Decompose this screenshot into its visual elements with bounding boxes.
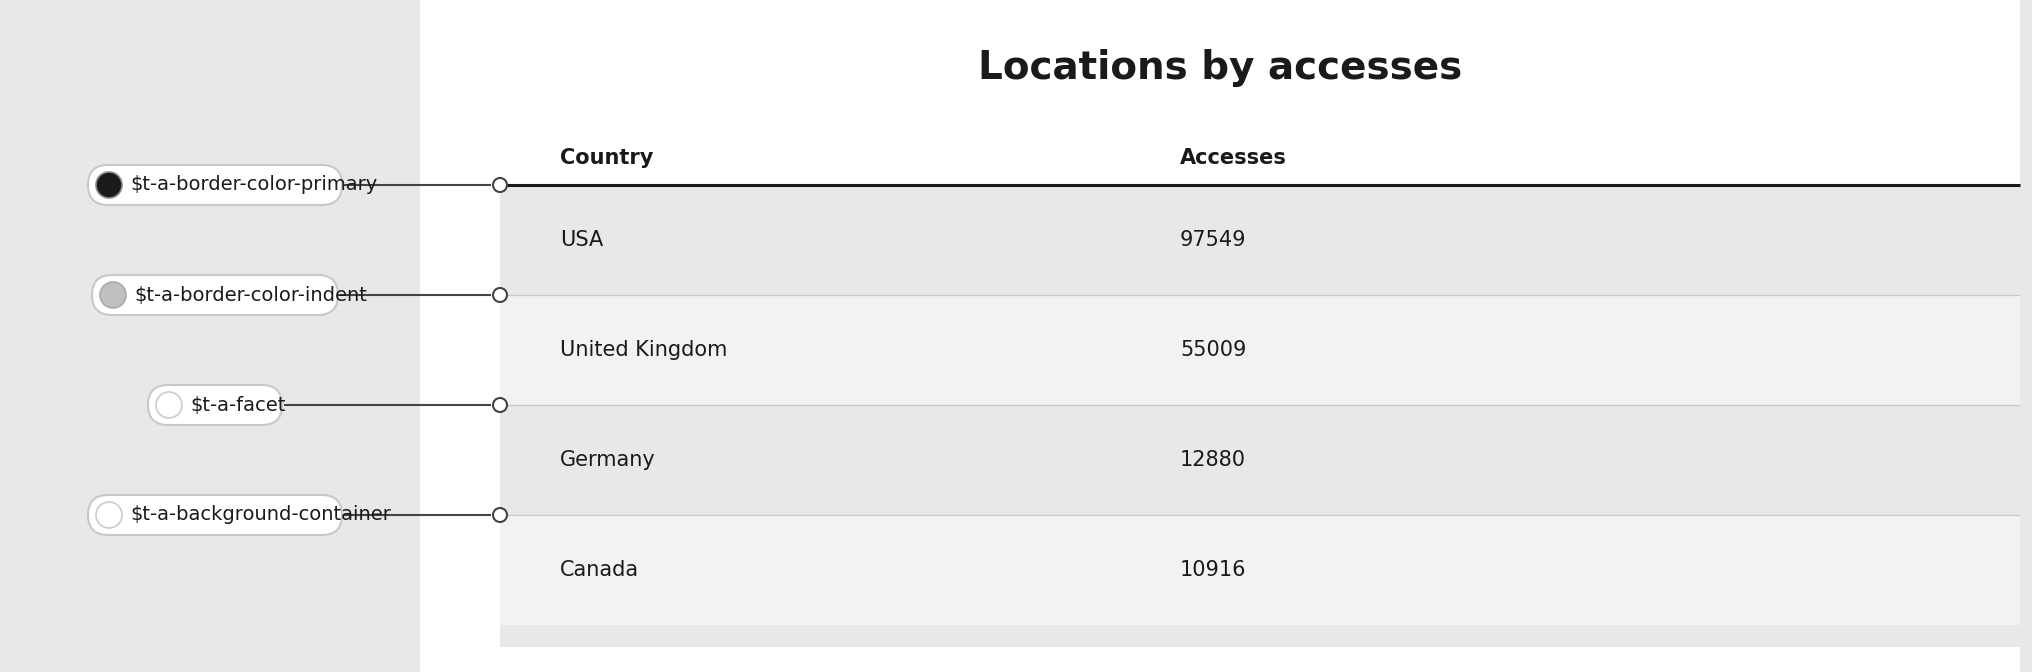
Text: $t-a-facet: $t-a-facet	[191, 396, 284, 415]
Circle shape	[96, 502, 122, 528]
FancyBboxPatch shape	[91, 275, 337, 315]
Text: 10916: 10916	[1181, 560, 1246, 580]
Bar	[500, 515, 2020, 625]
Circle shape	[494, 508, 508, 522]
Text: USA: USA	[561, 230, 604, 250]
Text: 12880: 12880	[1181, 450, 1246, 470]
Bar	[500, 295, 2020, 405]
FancyBboxPatch shape	[148, 385, 282, 425]
Circle shape	[494, 398, 508, 412]
Text: $t-a-background-container: $t-a-background-container	[130, 505, 390, 525]
Circle shape	[100, 282, 126, 308]
Bar	[500, 625, 2020, 647]
Text: Country: Country	[561, 148, 654, 168]
Bar	[500, 185, 2020, 295]
Circle shape	[494, 288, 508, 302]
FancyBboxPatch shape	[87, 165, 341, 205]
Text: $t-a-border-color-indent: $t-a-border-color-indent	[134, 286, 368, 304]
FancyBboxPatch shape	[87, 495, 341, 535]
Circle shape	[494, 178, 508, 192]
Text: Accesses: Accesses	[1181, 148, 1286, 168]
Text: Germany: Germany	[561, 450, 656, 470]
Text: United Kingdom: United Kingdom	[561, 340, 727, 360]
Text: Locations by accesses: Locations by accesses	[977, 49, 1463, 87]
Bar	[500, 405, 2020, 515]
Text: $t-a-border-color-primary: $t-a-border-color-primary	[130, 175, 378, 194]
Text: Canada: Canada	[561, 560, 640, 580]
Bar	[421, 0, 2020, 672]
Circle shape	[156, 392, 183, 418]
Text: 55009: 55009	[1181, 340, 1246, 360]
Text: 97549: 97549	[1181, 230, 1246, 250]
Circle shape	[96, 172, 122, 198]
